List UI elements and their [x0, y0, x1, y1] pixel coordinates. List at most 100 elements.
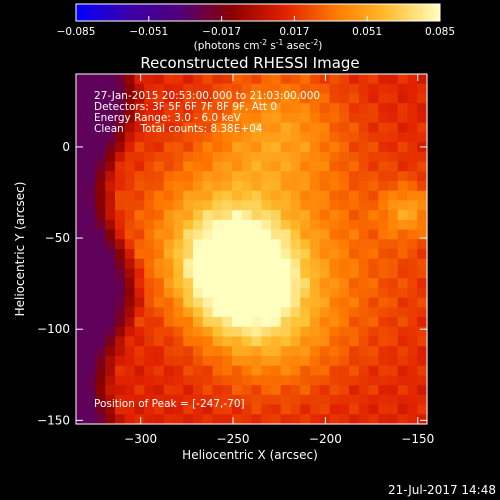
heatmap-cell: [310, 219, 321, 231]
heatmap-cell: [193, 132, 204, 143]
heatmap-cell: [319, 103, 331, 114]
heatmap-cell: [358, 229, 370, 240]
heatmap-cell: [261, 103, 272, 114]
heatmap-cell: [290, 346, 301, 357]
heatmap-cell: [95, 83, 106, 95]
heatmap-cell: [95, 346, 106, 357]
heatmap-cell: [261, 404, 272, 415]
heatmap-cell: [212, 404, 223, 415]
heatmap-cell: [85, 258, 97, 270]
heatmap-cell: [407, 161, 418, 172]
heatmap-cell: [329, 132, 340, 143]
heatmap-cell: [85, 394, 97, 406]
heatmap-cell: [115, 414, 126, 425]
heatmap-cell: [85, 229, 97, 240]
heatmap-cell: [300, 355, 311, 367]
heatmap-cell: [271, 297, 282, 308]
heatmap-cell: [222, 103, 233, 114]
heatmap-cell: [241, 151, 253, 163]
heatmap-cell: [349, 122, 360, 133]
heatmap-cell: [329, 365, 340, 376]
heatmap-cell: [319, 239, 331, 250]
heatmap-cell: [349, 317, 360, 328]
heatmap-cell: [85, 180, 97, 192]
heatmap-cell: [202, 307, 214, 318]
heatmap-cell: [202, 404, 214, 415]
heatmap-cell: [319, 161, 331, 172]
heatmap-cell: [407, 93, 418, 104]
heatmap-cell: [261, 394, 272, 406]
heatmap-cell: [115, 258, 126, 270]
heatmap-cell: [300, 375, 311, 386]
heatmap-cell: [310, 385, 321, 396]
heatmap-cell: [173, 83, 184, 95]
heatmap-cell: [397, 93, 409, 104]
colorbar-unit: (photons cm-2 s-1 asec-2): [194, 38, 323, 52]
heatmap-cell: [173, 93, 184, 104]
heatmap-cell: [124, 346, 136, 357]
heatmap-cell: [202, 219, 214, 231]
heatmap-cell: [280, 287, 292, 299]
heatmap-cell: [124, 414, 136, 425]
heatmap-cell: [319, 142, 331, 153]
heatmap-cell: [134, 161, 145, 172]
heatmap-cell: [397, 161, 409, 172]
heatmap-cell: [163, 307, 175, 318]
heatmap-cell: [85, 161, 97, 172]
heatmap-cell: [417, 307, 428, 318]
heatmap-cell: [144, 385, 155, 396]
heatmap-cell: [271, 355, 282, 367]
heatmap-cell: [339, 229, 350, 240]
heatmap-cell: [105, 355, 116, 367]
heatmap-cell: [300, 385, 311, 396]
heatmap-cell: [329, 287, 340, 299]
heatmap-cell: [232, 404, 243, 415]
heatmap-cell: [183, 375, 194, 386]
heatmap-cell: [417, 210, 428, 221]
heatmap-cell: [329, 346, 340, 357]
heatmap-cell: [251, 326, 262, 338]
heatmap-cell: [241, 287, 253, 299]
heatmap-cell: [222, 161, 233, 172]
heatmap-cell: [115, 132, 126, 143]
heatmap-cell: [319, 317, 331, 328]
heatmap-cell: [212, 180, 223, 192]
heatmap-cell: [105, 74, 116, 85]
heatmap-cell: [290, 151, 301, 163]
heatmap-cell: [329, 74, 340, 85]
heatmap-cell: [368, 336, 379, 347]
heatmap-cell: [339, 93, 350, 104]
heatmap-cell: [222, 336, 233, 347]
heatmap-cell: [95, 112, 106, 124]
heatmap-cell: [144, 268, 155, 279]
heatmap-cell: [300, 365, 311, 376]
y-axis-label: Heliocentric Y (arcsec): [13, 182, 27, 317]
heatmap-cell: [300, 219, 311, 231]
heatmap-cell: [280, 74, 292, 85]
heatmap-cell: [163, 122, 175, 133]
heatmap-cell: [397, 278, 409, 289]
heatmap-cell: [261, 317, 272, 328]
heatmap-cell: [280, 93, 292, 104]
heatmap-cell: [173, 210, 184, 221]
heatmap-cell: [388, 200, 399, 211]
heatmap-cell: [95, 229, 106, 240]
heatmap-cell: [115, 112, 126, 124]
heatmap-cell: [339, 210, 350, 221]
heatmap-cell: [85, 317, 97, 328]
heatmap-cell: [339, 74, 350, 85]
heatmap-cell: [173, 414, 184, 425]
heatmap-cell: [134, 239, 145, 250]
heatmap-cell: [300, 112, 311, 124]
heatmap-cell: [397, 122, 409, 133]
heatmap-cell: [349, 355, 360, 367]
heatmap-cell: [261, 151, 272, 163]
heatmap-cell: [85, 93, 97, 104]
heatmap-cell: [407, 171, 418, 182]
heatmap-cell: [95, 161, 106, 172]
heatmap-cell: [378, 132, 389, 143]
heatmap-cell: [339, 307, 350, 318]
heatmap-cell: [154, 190, 165, 201]
heatmap-cell: [163, 375, 175, 386]
heatmap-cell: [319, 180, 331, 192]
